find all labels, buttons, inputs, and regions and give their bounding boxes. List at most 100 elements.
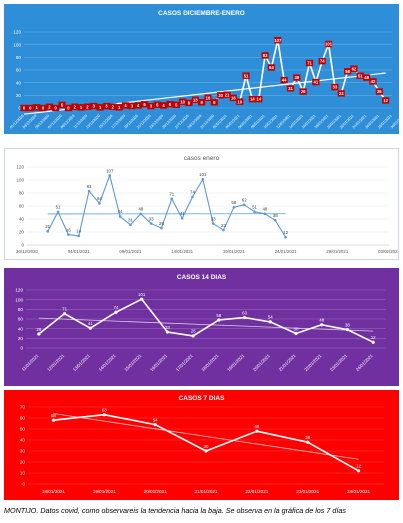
data-label-box: [210, 99, 218, 106]
data-label: 10: [180, 99, 185, 104]
data-label-box: [172, 101, 180, 109]
data-label: 16: [66, 227, 71, 232]
x-tick-label: 14/01/2021: [98, 353, 117, 372]
data-point: [46, 230, 49, 233]
data-label: 58: [345, 69, 350, 74]
data-label-box: [128, 102, 136, 110]
data-point: [140, 297, 144, 301]
data-label-box: [363, 74, 371, 81]
data-point: [118, 215, 122, 218]
data-label-box: [198, 99, 206, 106]
data-label: 42: [371, 79, 376, 84]
data-label-box: [343, 68, 352, 75]
data-label: 25: [191, 329, 196, 334]
data-label-box: [52, 104, 60, 112]
data-label-box: [312, 78, 320, 86]
y-tick-label: 40: [18, 326, 24, 331]
data-label: 2: [86, 104, 89, 109]
x-tick-label: 20/01/2021: [144, 489, 167, 494]
chart-2-svg: casos enero 0 20 40 60 80 100 120 30/12/2020 04/0…: [16, 155, 398, 254]
data-label-box: [64, 104, 73, 112]
x-tick-label: 12/01/2021: [46, 353, 65, 372]
data-point: [294, 331, 298, 336]
x-tick-label: 18/01/2021: [42, 489, 65, 494]
data-label: 51: [244, 73, 249, 78]
data-label-box: [324, 40, 333, 48]
data-label: 0: [55, 106, 58, 111]
data-label-box: [267, 64, 276, 71]
data-label-box: [255, 95, 263, 103]
data-label: 38: [345, 322, 350, 327]
data-label: 29: [36, 327, 41, 332]
data-label: 48: [319, 318, 324, 323]
data-point: [320, 323, 324, 327]
data-point: [211, 222, 215, 225]
data-point: [62, 312, 67, 316]
data-point: [222, 228, 225, 232]
y-tick-label: 0: [20, 346, 23, 351]
data-label: 6: [169, 102, 172, 107]
data-label-box: [109, 103, 117, 110]
data-label-box: [223, 91, 231, 98]
x-tick-label: 03/02/2021: [378, 249, 398, 254]
data-label-box: [229, 94, 237, 102]
data-point: [108, 174, 112, 177]
y-tick-label: 0: [21, 243, 24, 248]
data-label: 4: [137, 103, 140, 108]
y-tick-label: 120: [13, 30, 21, 35]
x-tick-label: 29/01/2021: [326, 249, 349, 254]
data-label: 107: [106, 168, 114, 173]
data-point: [268, 320, 272, 324]
x-tick-label: 13/01/2021: [72, 353, 91, 372]
data-label-box: [337, 90, 345, 97]
data-label: 14: [250, 97, 255, 102]
y-tick-label: 120: [15, 288, 23, 293]
data-label-box: [102, 102, 111, 110]
data-label: 0: [29, 106, 32, 111]
data-point: [191, 195, 194, 199]
data-label-box: [140, 101, 149, 108]
data-label: 101: [325, 42, 333, 47]
data-label: 33: [333, 85, 338, 90]
data-label-box: [293, 74, 301, 81]
data-label: 4: [162, 103, 165, 108]
data-label: 30: [294, 326, 299, 331]
data-label: 54: [268, 315, 273, 320]
data-label: 31: [288, 86, 293, 91]
data-point: [77, 234, 81, 238]
y-tick-label: 20: [19, 230, 25, 235]
data-label-box: [39, 104, 47, 112]
x-tick-label: 19/01/2021: [226, 353, 245, 372]
y-tick-label: 50: [20, 427, 26, 432]
data-label: 13: [193, 97, 198, 102]
x-tick-label: 15/01/2021: [123, 353, 142, 372]
data-label: 2: [48, 104, 51, 109]
x-tick-label: 30/12/2020: [16, 249, 39, 254]
data-point: [67, 233, 70, 236]
data-label: 23: [221, 223, 226, 228]
data-label: 62: [242, 198, 247, 203]
data-label-box: [77, 104, 85, 111]
data-point: [56, 210, 60, 214]
data-point: [98, 202, 101, 205]
data-point: [153, 423, 157, 427]
data-label-box: [45, 103, 53, 110]
data-label: 62: [352, 66, 357, 71]
x-tick-label: 23/01/2021: [329, 353, 348, 372]
data-point: [37, 332, 41, 336]
data-label: 38: [273, 213, 278, 218]
x-tick-label: 17/01/2021: [175, 353, 194, 372]
x-tick-label: 19/01/2021: [93, 489, 116, 494]
series-line: [47, 174, 287, 238]
x-tick-label: 20/01/2021: [252, 353, 271, 372]
data-label: 12: [371, 335, 376, 340]
x-tick-label: 30/01/2021: [390, 114, 399, 130]
data-label-box: [204, 94, 212, 102]
data-label: 63: [242, 310, 247, 315]
x-tick-label: 21/01/2021: [278, 353, 297, 372]
data-label: 10: [237, 99, 242, 104]
y-tick-label: 60: [20, 416, 26, 421]
data-point: [242, 315, 247, 320]
y-tick-label: 0: [22, 482, 25, 487]
data-label: 20: [218, 93, 223, 98]
